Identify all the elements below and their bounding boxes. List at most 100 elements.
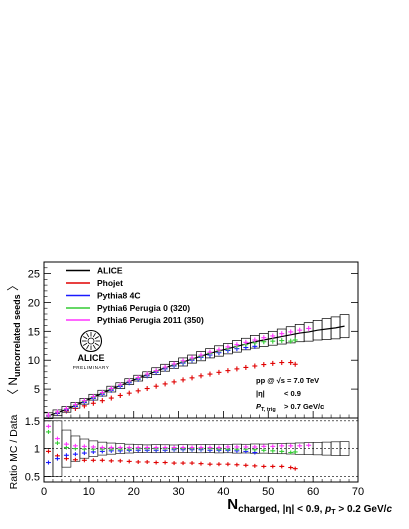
annotation-eta-symbol: |η| [256, 389, 265, 398]
pythia6-perugia-2011-350-ratio-marker [270, 444, 276, 449]
bottom-y-axis-label: Ratio MC / Data [8, 415, 20, 490]
pythia6-perugia-2011-350-marker [144, 371, 150, 377]
phojet-marker [90, 400, 96, 406]
annotation-energy: pp @ √s = 7.0 TeV [256, 376, 319, 385]
pythia6-perugia-0-320-ratio-marker [261, 448, 267, 453]
pythia6-perugia-2011-350-marker [252, 337, 258, 343]
top-panel: 5 10 15 20 25 ALICE Phojet Pythia8 4C Pythia… [6, 261, 359, 419]
alice-logo-name: ALICE [78, 353, 105, 363]
pythia6-perugia-2011-350-marker [162, 364, 168, 370]
top-y-tick-label: 25 [28, 269, 40, 281]
pythia6-perugia-0-320-marker [292, 337, 298, 343]
phojet-ratio-marker [90, 458, 96, 463]
pythia6-perugia-2011-350-ratio-marker [153, 445, 159, 450]
phojet-marker [135, 388, 141, 394]
phojet-marker [99, 398, 105, 404]
x-tick-label: 50 [262, 486, 274, 498]
phojet-marker [153, 383, 159, 389]
phojet-ratio-marker [288, 465, 294, 470]
phojet-ratio-marker [180, 461, 186, 466]
pythia8-4c-ratio-marker [54, 456, 60, 461]
phojet-marker [216, 369, 222, 375]
pythia6-perugia-2011-350-ratio-marker [279, 443, 285, 448]
ratio-markers [45, 424, 312, 471]
top-y-tick-label: 20 [28, 297, 40, 309]
pythia6-perugia-2011-350-ratio-marker [297, 443, 303, 448]
phojet-ratio-marker [243, 463, 249, 468]
pythia6-perugia-2011-350-ratio-marker [81, 444, 87, 449]
top-y-axis-label: 〈 Nuncorrelated seeds 〉 [6, 279, 22, 401]
pythia6-perugia-2011-350-ratio-marker [90, 444, 96, 449]
phojet-ratio-marker [171, 461, 177, 466]
pythia6-perugia-2011-350-ratio-marker [144, 445, 150, 450]
pythia6-perugia-2011-350-marker [54, 409, 60, 415]
pythia8-4c-ratio-marker [72, 452, 78, 457]
phojet-ratio-marker [144, 459, 150, 464]
phojet-ratio-marker [292, 466, 298, 471]
pythia6-perugia-0-320-ratio-marker [63, 445, 69, 450]
pythia6-perugia-2011-350-ratio-marker [171, 445, 177, 450]
bottom-y-tick-label: 1.5 [25, 416, 40, 428]
phojet-marker [117, 392, 123, 398]
phojet-ratio-marker [189, 461, 195, 466]
phojet-ratio-marker [270, 464, 276, 469]
phojet-marker [198, 373, 204, 379]
legend: ALICE Phojet Pythia8 4C Pythia6 Perugia … [66, 266, 204, 325]
phojet-ratio-marker [63, 456, 69, 461]
phojet-marker [207, 371, 213, 377]
pythia6-perugia-2011-350-marker [72, 402, 78, 408]
alice-logo: ALICE PRELIMINARY [73, 329, 109, 370]
phojet-ratio-marker [117, 458, 123, 463]
phojet-marker [108, 395, 114, 401]
phojet-marker [126, 390, 132, 396]
pythia6-perugia-2011-350-ratio-marker [198, 445, 204, 450]
pythia6-perugia-2011-350-marker [45, 412, 51, 418]
annotation-pt-symbol: PT, trig [256, 402, 276, 413]
top-x-axis-ticks [43, 411, 359, 418]
phojet-marker [144, 386, 150, 392]
phojet-ratio-marker [126, 459, 132, 464]
pythia6-perugia-2011-350-ratio-marker [252, 444, 258, 449]
pythia6-perugia-2011-350-marker [297, 327, 303, 333]
pythia6-perugia-2011-350-marker [288, 329, 294, 335]
ratio-box [339, 441, 350, 456]
legend-label-alice: ALICE [97, 266, 123, 276]
phojet-ratio-marker [108, 458, 114, 463]
pythia6-perugia-2011-350-ratio-marker [72, 443, 78, 448]
annotation-pt-cut: > 0.7 GeV/c [284, 402, 324, 411]
pythia8-4c-ratio-marker [63, 453, 69, 458]
pythia6-perugia-2011-350-ratio-marker [189, 445, 195, 450]
phojet-ratio-marker [234, 462, 240, 467]
pythia6-perugia-2011-350-marker [207, 349, 213, 355]
phojet-ratio-marker [153, 460, 159, 465]
pythia6-perugia-0-320-ratio-marker [279, 449, 285, 454]
pythia6-perugia-0-320-ratio-marker [292, 449, 298, 454]
pythia6-perugia-2011-350-ratio-marker [225, 444, 231, 449]
legend-label-pythia8: Pythia8 4C [97, 291, 140, 301]
phojet-ratio-marker [45, 449, 51, 454]
bottom-x-axis-ticks: 0 10 20 30 40 50 60 70 [41, 476, 364, 498]
legend-label-phojet: Phojet [97, 278, 123, 288]
top-y-tick-label: 10 [28, 355, 40, 367]
phojet-ratio-marker [279, 464, 285, 469]
alice-data-line [48, 325, 345, 417]
pythia6-perugia-2011-350-ratio-marker [162, 445, 168, 450]
bottom-y-tick-label: 0.5 [25, 471, 40, 483]
x-tick-label: 0 [41, 486, 47, 498]
pythia6-perugia-0-320-marker [288, 338, 294, 344]
phojet-marker [261, 362, 267, 368]
phojet-marker [279, 360, 285, 366]
pythia6-perugia-2011-350-marker [63, 406, 69, 412]
phojet-marker [225, 368, 231, 374]
pythia6-perugia-2011-350-ratio-marker [54, 436, 60, 441]
pythia6-perugia-2011-350-ratio-marker [306, 443, 312, 448]
x-tick-label: 70 [352, 486, 364, 498]
pythia6-perugia-0-320-ratio-marker [270, 448, 276, 453]
collision-annotation: pp @ √s = 7.0 TeV |η| < 0.9 PT, trig > 0… [256, 376, 324, 413]
pythia6-perugia-0-320-marker [279, 338, 285, 344]
bottom-panel: 0.5 1 1.5 0 10 20 30 40 50 60 70 Ratio MC / Data [8, 415, 364, 498]
phojet-marker [162, 381, 168, 387]
phojet-ratio-marker [216, 462, 222, 467]
pythia6-perugia-2011-350-ratio-marker [234, 444, 240, 449]
